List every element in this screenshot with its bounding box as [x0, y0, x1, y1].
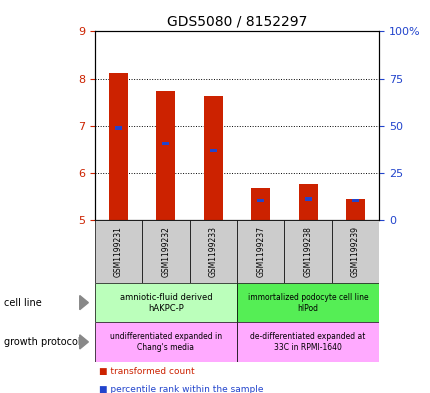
Bar	[95, 322, 237, 362]
Bar	[95, 283, 237, 322]
Bar	[203, 96, 222, 220]
Text: GSM1199233: GSM1199233	[209, 226, 217, 277]
Text: undifferentiated expanded in
Chang's media: undifferentiated expanded in Chang's med…	[110, 332, 221, 352]
Bar	[298, 184, 317, 220]
Text: ■ percentile rank within the sample: ■ percentile rank within the sample	[99, 385, 263, 393]
Bar	[331, 220, 378, 283]
Bar	[351, 198, 358, 202]
Text: amniotic-fluid derived
hAKPC-P: amniotic-fluid derived hAKPC-P	[120, 292, 212, 313]
Bar	[162, 142, 169, 145]
Bar	[345, 199, 364, 220]
Text: immortalized podocyte cell line
hIPod: immortalized podocyte cell line hIPod	[247, 292, 368, 313]
Bar	[156, 91, 175, 220]
Bar	[109, 73, 128, 220]
Text: GSM1199238: GSM1199238	[303, 226, 312, 277]
Text: GSM1199232: GSM1199232	[161, 226, 170, 277]
Bar	[251, 189, 270, 220]
Bar	[237, 283, 378, 322]
Text: growth protocol: growth protocol	[4, 337, 81, 347]
Bar	[237, 220, 284, 283]
Bar	[304, 197, 311, 200]
Text: GSM1199239: GSM1199239	[350, 226, 359, 277]
Text: GSM1199237: GSM1199237	[256, 226, 264, 277]
Text: GSM1199231: GSM1199231	[114, 226, 123, 277]
Bar	[115, 127, 122, 130]
Bar	[209, 149, 216, 152]
Bar	[142, 220, 189, 283]
Bar	[189, 220, 236, 283]
Title: GDS5080 / 8152297: GDS5080 / 8152297	[166, 15, 307, 29]
Bar	[237, 322, 378, 362]
Text: cell line: cell line	[4, 298, 42, 308]
Text: ■ transformed count: ■ transformed count	[99, 367, 194, 376]
Bar	[284, 220, 331, 283]
Bar	[95, 220, 142, 283]
Bar	[257, 198, 264, 202]
Text: de-differentiated expanded at
33C in RPMI-1640: de-differentiated expanded at 33C in RPM…	[250, 332, 365, 352]
